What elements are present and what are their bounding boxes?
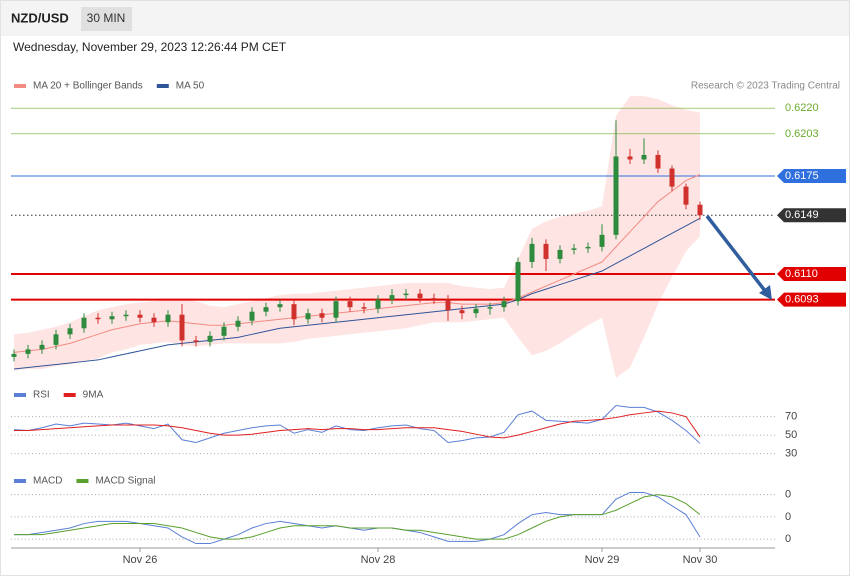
candle-body: [207, 335, 213, 342]
candle-body: [431, 298, 437, 300]
legend-label: MACD Signal: [95, 476, 155, 487]
price-level-box: [777, 169, 846, 184]
candle-body: [697, 204, 703, 216]
x-tick-label: Nov 28: [361, 554, 396, 566]
candle-body: [123, 314, 129, 317]
candle-body: [25, 349, 31, 354]
candle-body: [291, 304, 297, 320]
price-level-label: 0.6220: [785, 102, 819, 114]
candle-body: [599, 234, 605, 247]
candle-body: [249, 311, 255, 321]
candle-body: [39, 344, 45, 350]
candle-body: [53, 334, 59, 345]
candle-body: [613, 156, 619, 235]
legend-label: RSI: [33, 390, 50, 401]
candle-body: [445, 299, 451, 311]
ma-line: [13, 217, 701, 370]
candle-body: [95, 317, 101, 320]
candle-body: [361, 307, 367, 309]
candle-body: [277, 304, 283, 308]
candle-body: [669, 168, 675, 187]
y-tick-label: 0: [785, 511, 791, 523]
legend-swatch: [14, 393, 26, 397]
legend-swatch: [14, 479, 26, 483]
legend-label: MA 50: [176, 81, 205, 92]
legend-swatch: [14, 84, 26, 88]
indicator-line: [13, 405, 701, 444]
price-level-label: 0.6203: [785, 128, 819, 140]
price-level-label: 0.6110: [785, 268, 818, 280]
candle-body: [543, 243, 549, 259]
candle-body: [333, 301, 339, 318]
candle-body: [137, 314, 143, 318]
candle-body: [389, 295, 395, 300]
candle-body: [263, 307, 269, 312]
x-tick-label: Nov 26: [123, 554, 158, 566]
candle-body: [403, 293, 409, 296]
candle-body: [109, 316, 115, 320]
candle-body: [67, 328, 73, 335]
indicator-line: [14, 410, 701, 439]
legend-label: 9MA: [83, 390, 104, 401]
candle-body: [151, 317, 157, 323]
y-tick-label: 30: [785, 448, 797, 460]
candle-body: [221, 326, 227, 336]
y-tick-label: 0: [785, 533, 791, 545]
legend-swatch: [76, 479, 89, 483]
candle-body: [305, 313, 311, 320]
y-tick-label: 70: [785, 411, 797, 423]
candle-body: [501, 301, 507, 308]
candle-body: [473, 308, 479, 314]
interval-box[interactable]: [81, 7, 132, 31]
candle-body: [347, 301, 353, 308]
symbol: NZD/USD: [11, 10, 69, 25]
candle-body: [627, 156, 633, 160]
legend-swatch: [63, 393, 76, 397]
legend-swatch: [156, 84, 169, 88]
forecast-arrow: [705, 214, 771, 298]
candle-body: [641, 154, 647, 160]
candle-body: [585, 246, 591, 249]
header-bar: [1, 1, 849, 36]
legend-label: MA 20 + Bollinger Bands: [33, 81, 143, 92]
candle-body: [375, 299, 381, 309]
price-level-label: 0.6175: [785, 170, 819, 182]
price-level-box: [777, 267, 846, 282]
candle-body: [557, 249, 563, 259]
candle-body: [683, 186, 689, 205]
price-level-box: [777, 208, 846, 223]
interval[interactable]: 30 MIN: [87, 11, 126, 25]
candle-body: [459, 310, 465, 314]
forecast-arrow-head: [759, 285, 772, 300]
indicator-line: [14, 494, 701, 540]
candle-body: [193, 340, 199, 342]
candle-body: [515, 261, 521, 302]
legend-label: MACD: [33, 476, 62, 487]
x-tick-label: Nov 30: [683, 554, 718, 566]
candle-body: [417, 293, 423, 299]
candle-body: [571, 248, 577, 250]
credit: Research © 2023 Trading Central: [691, 81, 840, 92]
bollinger-band: [14, 96, 700, 379]
candle-body: [235, 320, 241, 327]
candle-body: [179, 314, 185, 341]
candle-body: [81, 317, 87, 329]
y-tick-label: 0: [785, 489, 791, 501]
price-level-label: 0.6149: [785, 209, 819, 221]
timestamp: Wednesday, November 29, 2023 12:26:44 PM…: [13, 40, 287, 54]
candle-body: [165, 314, 171, 323]
candle-body: [319, 313, 325, 318]
y-tick-label: 50: [785, 429, 797, 441]
price-level-label: 0.6093: [785, 294, 819, 306]
ma-line: [13, 174, 701, 353]
x-tick-label: Nov 29: [585, 554, 620, 566]
price-level-box: [777, 292, 846, 307]
candle-body: [487, 307, 493, 309]
candle-body: [11, 353, 17, 357]
candle-body: [655, 154, 661, 169]
candle-body: [529, 243, 535, 262]
